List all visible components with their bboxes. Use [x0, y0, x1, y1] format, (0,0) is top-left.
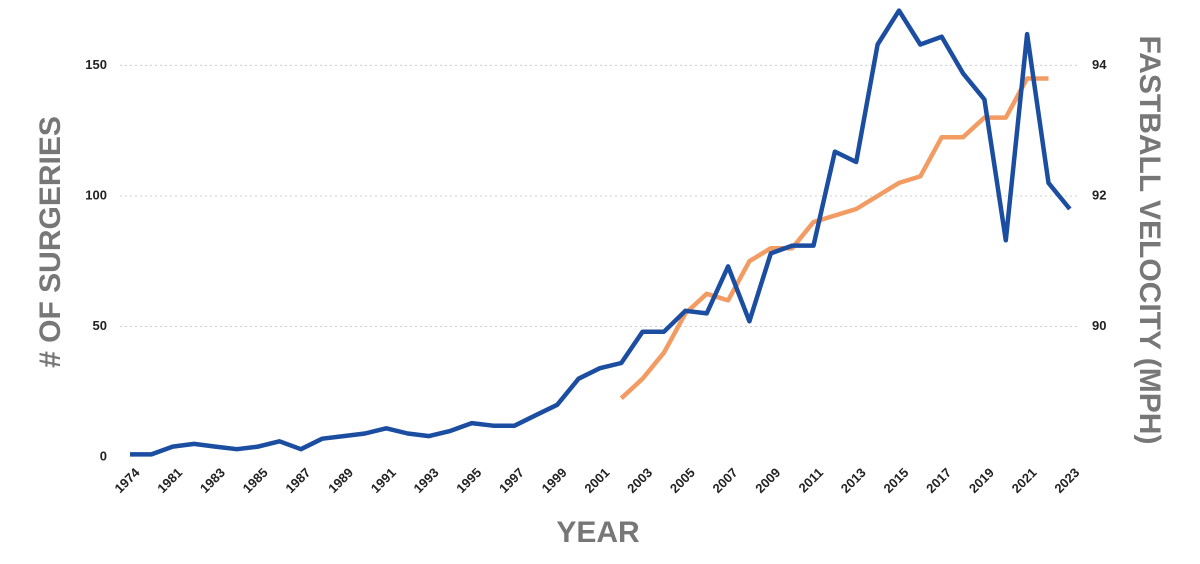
x-tick-label: 2015	[880, 465, 911, 496]
x-tick-label: 1999	[539, 465, 570, 496]
x-tick-label: 2011	[796, 465, 827, 496]
y-tick-label: 150	[85, 57, 107, 72]
y-tick-label: 100	[85, 187, 107, 202]
y2-tick-label: 94	[1092, 57, 1107, 72]
x-tick-label: 1993	[411, 465, 442, 496]
x-tick-label: 1989	[325, 465, 356, 496]
x-axis-title: YEAR	[556, 516, 640, 549]
x-tick-label: 2001	[581, 465, 612, 496]
x-tick-label: 2005	[667, 465, 698, 496]
x-tick-label: 2009	[752, 465, 783, 496]
line-series	[130, 8, 1072, 457]
x-tick-label: 1997	[496, 465, 527, 496]
x-tick-label: 1983	[197, 465, 228, 496]
y-tick-label: 0	[100, 448, 107, 463]
x-tick-label: 2021	[1009, 465, 1040, 496]
x-tick-label: 2013	[838, 465, 869, 496]
x-tick-label: 2003	[624, 465, 655, 496]
x-tick-label: 1995	[453, 465, 484, 496]
x-tick-label: 2023	[1051, 465, 1082, 496]
x-tick-label: 2017	[923, 465, 954, 496]
x-tick-label: 1985	[240, 465, 271, 496]
x-tick-label: 2019	[966, 465, 997, 496]
line-series	[619, 76, 1049, 400]
y2-tick-label: 90	[1092, 318, 1106, 333]
x-tick-label: 1974	[111, 464, 143, 496]
y2-tick-label: 92	[1092, 187, 1106, 202]
y-axis-title: # OF SURGERIES	[34, 116, 67, 368]
x-tick-label: 1987	[282, 465, 313, 496]
x-tick-label: 1981	[154, 465, 185, 496]
y2-axis-title: FASTBALL VELOCITY (MPH)	[1133, 36, 1166, 445]
x-tick-label: 2007	[710, 465, 741, 496]
x-tick-label: 1991	[368, 465, 399, 496]
y-tick-label: 50	[93, 318, 107, 333]
